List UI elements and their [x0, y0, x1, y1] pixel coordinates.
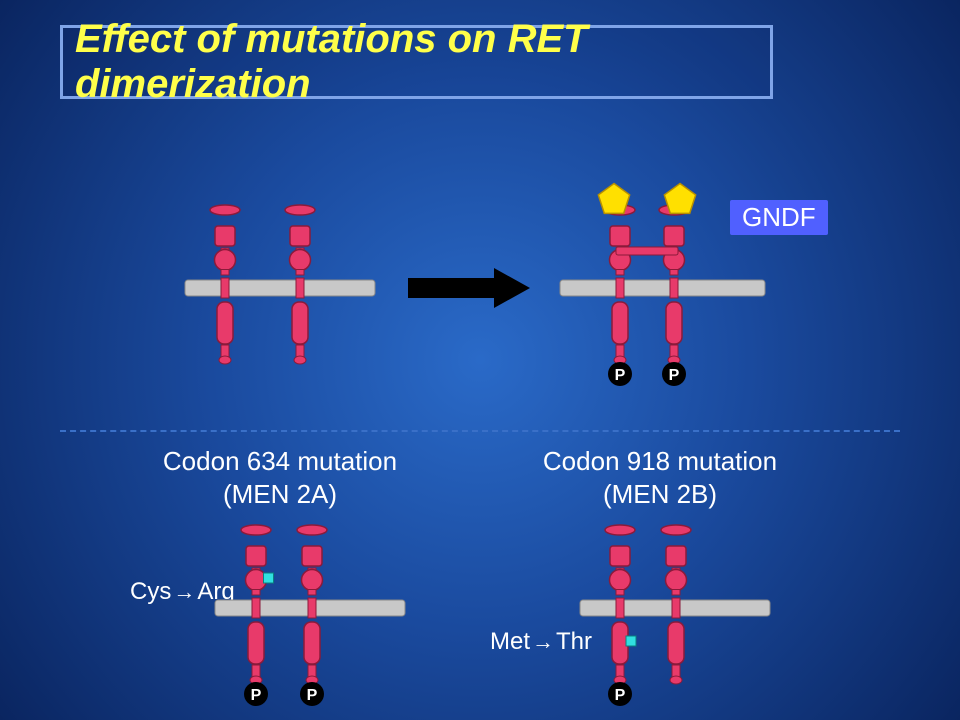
svg-text:P: P	[307, 687, 318, 704]
svg-text:P: P	[669, 367, 680, 384]
svg-text:P: P	[615, 687, 626, 704]
diagram-svg: P P P P P	[0, 0, 960, 720]
svg-text:P: P	[615, 367, 626, 384]
svg-text:P: P	[251, 687, 262, 704]
